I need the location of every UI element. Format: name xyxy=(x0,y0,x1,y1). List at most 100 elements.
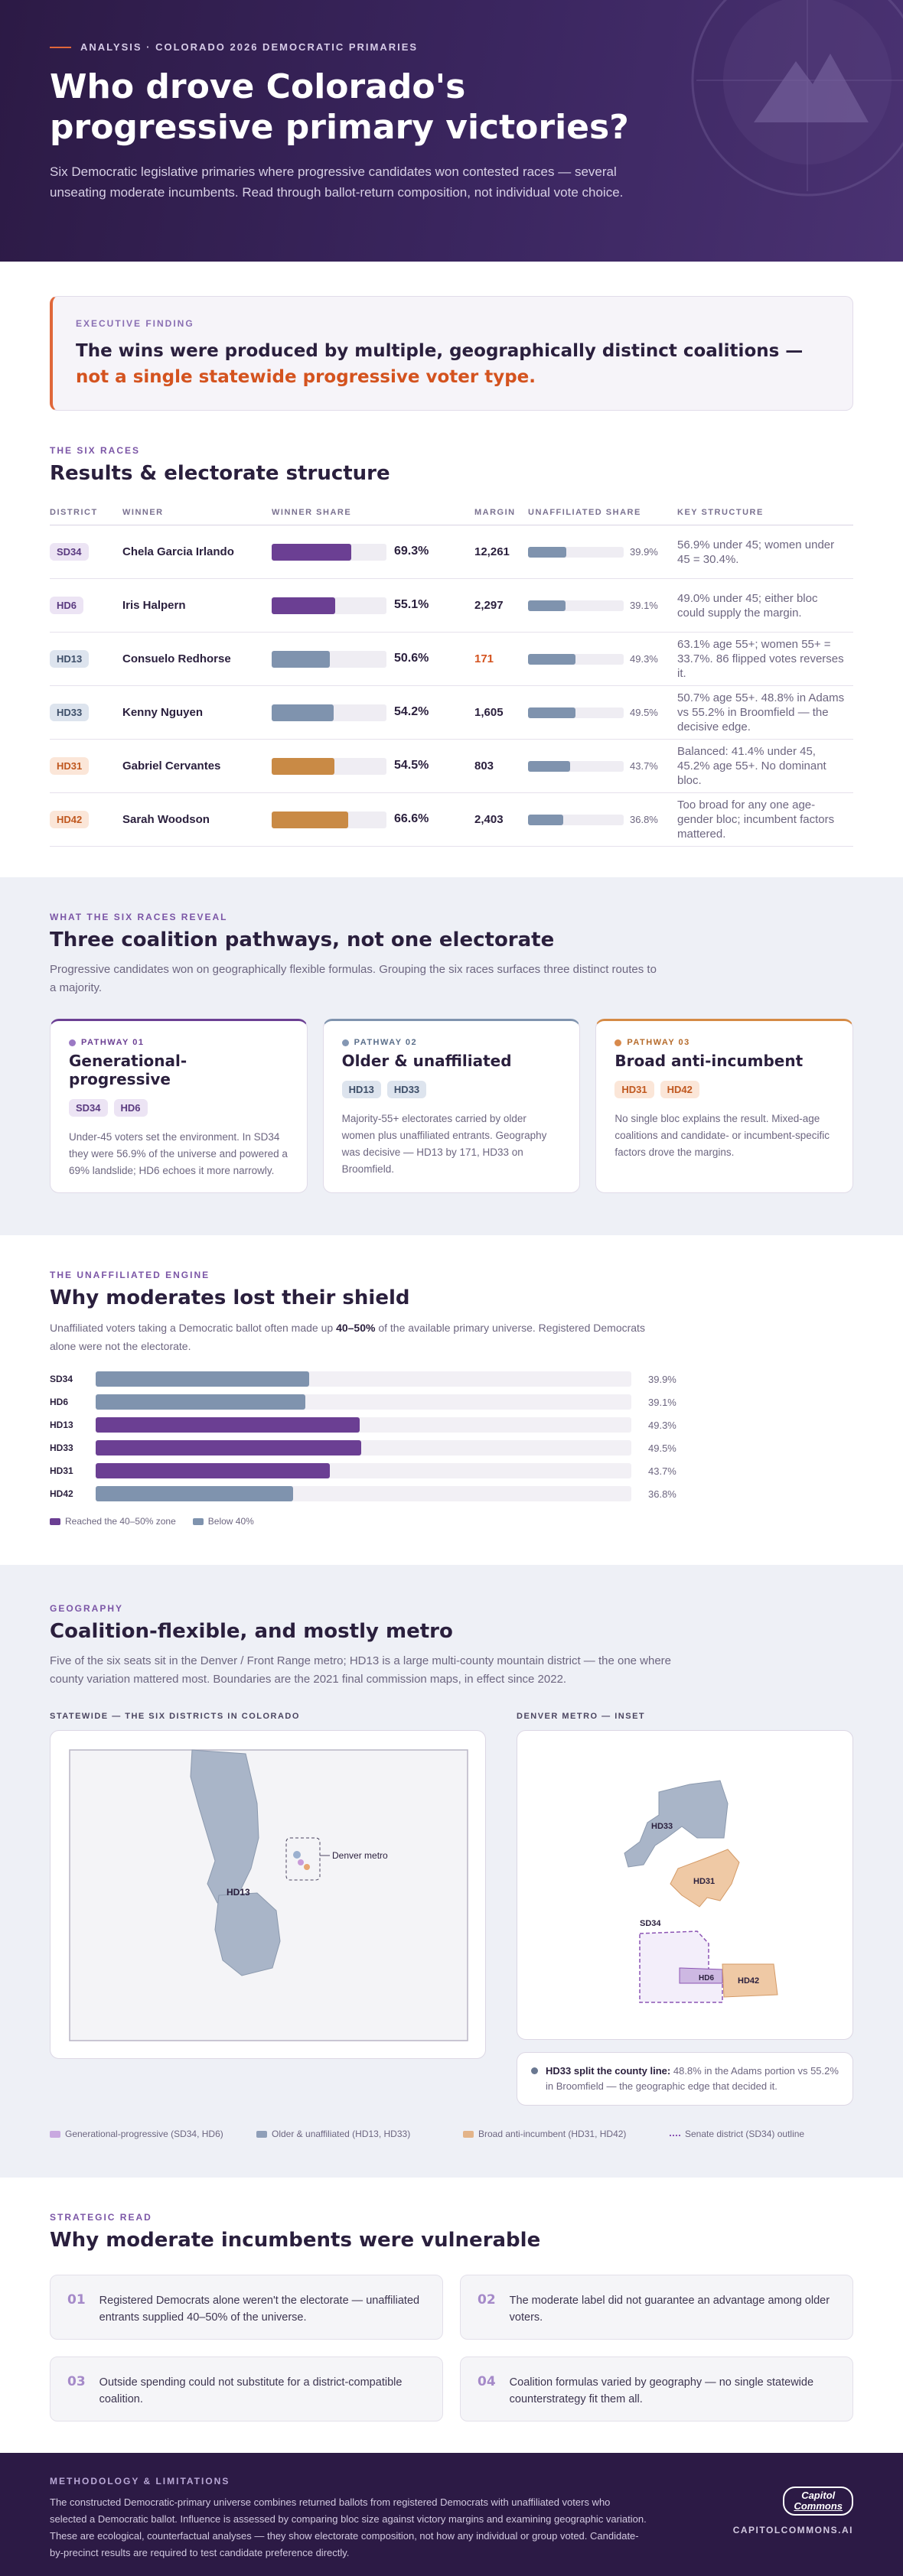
pathway-body: Majority-55+ electorates carried by olde… xyxy=(341,1113,547,1175)
unaffiliated-value: 39.9% xyxy=(630,546,658,558)
unaffiliated-fill xyxy=(528,707,575,719)
footer-text: The constructed Democratic-primary unive… xyxy=(50,2496,647,2558)
chart-bar xyxy=(96,1417,360,1433)
geo-legend-item: Broad anti-incumbent (HD31, HD42) xyxy=(463,2129,639,2139)
map-label-sd34: SD34 xyxy=(640,1919,661,1928)
engine-eyebrow: THE UNAFFILIATED ENGINE xyxy=(50,1270,210,1280)
unaffiliated-bar xyxy=(528,815,624,826)
race-row: HD42 Sarah Woodson 66.6% 2,403 36.8% Too broa… xyxy=(50,792,853,847)
hero-kicker: ANALYSIS · COLORADO 2026 DEMOCRATIC PRIM… xyxy=(50,41,853,53)
key-structure: 56.9% under 45; women under 45 = 30.4%. xyxy=(677,525,853,579)
footer: METHODOLOGY & LIMITATIONS The constructe… xyxy=(0,2453,903,2576)
unaffiliated-bar xyxy=(528,761,624,772)
col-unaffiliated: UNAFFILIATED SHARE xyxy=(528,500,677,525)
unaffiliated-fill xyxy=(528,547,566,558)
chart-value-label: 43.7% xyxy=(648,1465,676,1477)
geo-legend: Generational-progressive (SD34, HD6) Old… xyxy=(50,2129,853,2139)
key-structure: Too broad for any one age-gender bloc; i… xyxy=(677,792,853,847)
strategic-item: 02 The moderate label did not guarantee a… xyxy=(460,2275,853,2340)
winner-name: Kenny Nguyen xyxy=(122,685,272,740)
races-table: DISTRICT WINNER WINNER SHARE MARGIN UNAF… xyxy=(50,500,853,847)
mountain-emblem-icon xyxy=(691,0,903,197)
pathway-label: PATHWAY 02 xyxy=(341,1038,562,1047)
races-title: Results & electorate structure xyxy=(50,462,390,485)
district-pill: HD13 xyxy=(50,650,90,668)
geo-legend-item: Older & unaffiliated (HD13, HD33) xyxy=(256,2129,432,2139)
pathway-title: Older & unaffiliated xyxy=(341,1052,512,1070)
pathways-lead: Progressive candidates won on geographic… xyxy=(50,963,657,994)
geography-section: GEOGRAPHY Coalition-flexible, and mostly… xyxy=(0,1565,903,2178)
map-label-denver: Denver metro xyxy=(332,1850,388,1861)
winner-name: Gabriel Cervantes xyxy=(122,739,272,793)
district-pill: HD31 xyxy=(50,757,90,775)
engine-section: THE UNAFFILIATED ENGINE Why moderates lo… xyxy=(0,1235,903,1565)
chart-value-label: 49.5% xyxy=(648,1442,676,1454)
winner-name: Consuelo Redhorse xyxy=(122,632,272,686)
metro-inset-map: HD33 HD31 SD34 HD6 HD42 xyxy=(624,1780,778,2003)
chart-category-label: SD34 xyxy=(50,1374,73,1384)
winner-share-value: 54.5% xyxy=(394,759,429,772)
unaffiliated-value: 49.5% xyxy=(630,707,658,718)
col-share: WINNER SHARE xyxy=(272,500,474,525)
pathway-district-pill: HD33 xyxy=(386,1081,427,1098)
winner-share-bar xyxy=(272,650,386,668)
pathway-label: PATHWAY 03 xyxy=(614,1038,834,1047)
chart-value-label: 39.1% xyxy=(648,1396,676,1408)
chart-bar-track xyxy=(96,1417,631,1433)
strategic-section: STRATEGIC READ Why moderate incumbents w… xyxy=(0,2178,903,2422)
margin-value: 2,403 xyxy=(474,792,528,847)
district-pill: HD42 xyxy=(50,811,90,828)
winner-name: Chela Garcia Irlando xyxy=(122,525,272,579)
winner-share-value: 69.3% xyxy=(394,545,429,558)
finding-accent: not a single statewide progressive voter… xyxy=(76,367,536,387)
chart-row: HD42 36.8% xyxy=(50,1482,853,1505)
hd33-note: HD33 split the county line: 48.8% in the… xyxy=(517,2052,853,2106)
strategic-item: 01 Registered Democrats alone weren't the… xyxy=(50,2275,443,2340)
geo-lead: Five of the six seats sit in the Denver … xyxy=(50,1654,672,1686)
chart-row: HD33 49.5% xyxy=(50,1436,853,1459)
chart-bar xyxy=(96,1440,361,1456)
race-row: HD31 Gabriel Cervantes 54.5% 803 43.7% Balanc… xyxy=(50,739,853,793)
footer-site-link[interactable]: CAPITOLCOMMONS.AI xyxy=(732,2525,853,2535)
unaffiliated-value: 39.1% xyxy=(630,600,658,611)
winner-name: Iris Halpern xyxy=(122,578,272,633)
state-map-label: STATEWIDE — THE SIX DISTRICTS IN COLORAD… xyxy=(50,1712,300,1721)
pathways-section: WHAT THE SIX RACES REVEAL Three coalitio… xyxy=(0,877,903,1235)
chart-category-label: HD13 xyxy=(50,1420,73,1430)
col-structure: KEY STRUCTURE xyxy=(677,500,853,525)
race-row: HD33 Kenny Nguyen 54.2% 1,605 49.5% 50.7% age… xyxy=(50,685,853,740)
chart-value-label: 39.9% xyxy=(648,1373,676,1385)
pathway-cards: PATHWAY 01 Generational-progressive SD34… xyxy=(50,1019,854,1193)
unaffiliated-bar xyxy=(528,707,624,719)
strategic-findings: 01 Registered Democrats alone weren't the… xyxy=(50,2275,853,2422)
district-pill: HD6 xyxy=(50,597,84,614)
engine-title: Why moderates lost their shield xyxy=(50,1286,410,1309)
col-winner: WINNER xyxy=(122,500,272,525)
col-margin: MARGIN xyxy=(474,500,528,525)
race-row: SD34 Chela Garcia Irlando 69.3% 12,261 39.9%… xyxy=(50,525,853,579)
district-pill: HD33 xyxy=(50,704,90,721)
unaffiliated-bar xyxy=(528,600,624,612)
winner-share-fill xyxy=(272,597,335,614)
state-map: HD13 Denver metro xyxy=(50,1730,486,2059)
unaffiliated-fill xyxy=(528,600,566,612)
pathway-card-3: PATHWAY 03 Broad anti-incumbent HD31 HD42… xyxy=(595,1019,854,1193)
hero-subtitle: Six Democratic legislative primaries whe… xyxy=(50,164,624,200)
geo-legend-item: Generational-progressive (SD34, HD6) xyxy=(50,2129,226,2139)
margin-value: 803 xyxy=(474,739,528,793)
races-eyebrow: THE SIX RACES xyxy=(50,445,141,456)
map-label-hd6: HD6 xyxy=(699,1974,714,1982)
strategic-item: 03 Outside spending could not substitute … xyxy=(50,2356,443,2422)
chart-bar-track xyxy=(96,1394,631,1410)
metro-map-label: DENVER METRO — INSET xyxy=(517,1712,646,1721)
chart-bar xyxy=(96,1394,305,1410)
chart-row: HD6 39.1% xyxy=(50,1390,853,1413)
legend-low: Below 40% xyxy=(192,1516,254,1527)
key-structure: 49.0% under 45; either bloc could supply… xyxy=(677,578,853,633)
pathways-title: Three coalition pathways, not one electo… xyxy=(50,929,555,951)
geo-eyebrow: GEOGRAPHY xyxy=(50,1603,124,1614)
winner-share-bar xyxy=(272,597,386,614)
winner-share-fill xyxy=(272,650,330,668)
capitol-commons-logo[interactable]: Capitol Commons xyxy=(783,2487,853,2516)
pathway-district-pill: HD13 xyxy=(341,1081,381,1098)
